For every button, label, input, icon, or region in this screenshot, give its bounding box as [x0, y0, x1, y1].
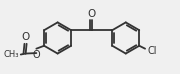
Text: CH₃: CH₃	[3, 50, 19, 59]
Text: Cl: Cl	[147, 46, 157, 56]
Text: O: O	[87, 9, 96, 19]
Text: O: O	[22, 32, 30, 42]
Text: O: O	[33, 50, 40, 60]
